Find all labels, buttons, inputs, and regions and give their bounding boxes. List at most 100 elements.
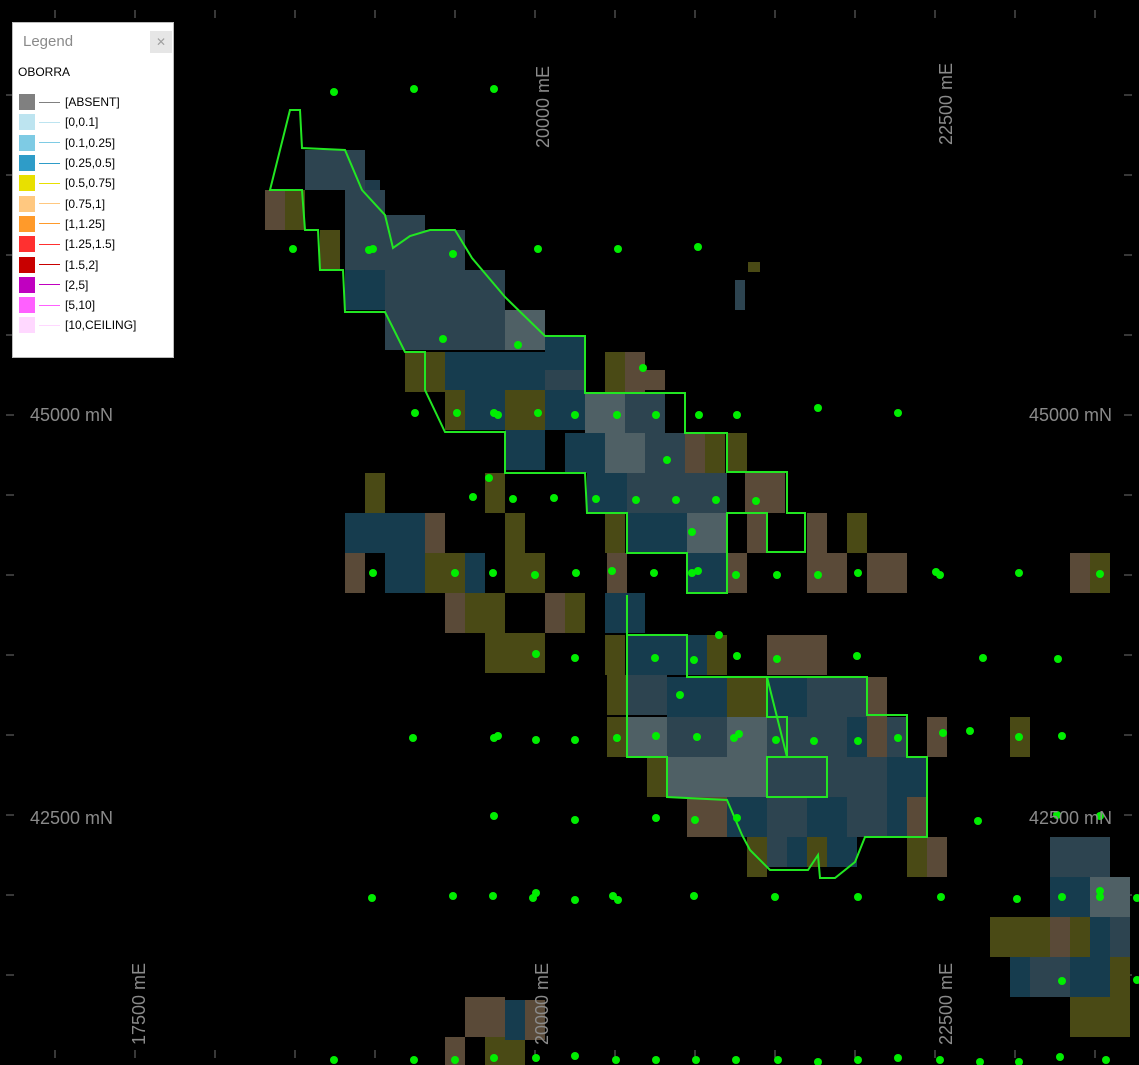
drillhole-collar[interactable] xyxy=(571,1052,579,1060)
drillhole-collar[interactable] xyxy=(490,1054,498,1062)
drillhole-collar[interactable] xyxy=(550,494,558,502)
drillhole-collar[interactable] xyxy=(1096,893,1104,901)
drillhole-collar[interactable] xyxy=(368,894,376,902)
drillhole-collar[interactable] xyxy=(690,892,698,900)
drillhole-collar[interactable] xyxy=(1096,812,1104,820)
drillhole-collar[interactable] xyxy=(688,528,696,536)
drillhole-collar[interactable] xyxy=(514,341,522,349)
drillhole-collar[interactable] xyxy=(854,737,862,745)
drillhole-collar[interactable] xyxy=(614,896,622,904)
drillhole-collar[interactable] xyxy=(632,496,640,504)
drillhole-collar[interactable] xyxy=(814,571,822,579)
drillhole-collar[interactable] xyxy=(1015,569,1023,577)
drillhole-collar[interactable] xyxy=(936,1056,944,1064)
drillhole-collar[interactable] xyxy=(690,656,698,664)
drillhole-collar[interactable] xyxy=(733,814,741,822)
drillhole-collar[interactable] xyxy=(936,571,944,579)
drillhole-collar[interactable] xyxy=(1058,977,1066,985)
drillhole-collar[interactable] xyxy=(612,1056,620,1064)
drillhole-collar[interactable] xyxy=(694,243,702,251)
drillhole-collar[interactable] xyxy=(592,495,600,503)
drillhole-collar[interactable] xyxy=(735,730,743,738)
drillhole-collar[interactable] xyxy=(1015,733,1023,741)
drillhole-collar[interactable] xyxy=(733,652,741,660)
drillhole-collar[interactable] xyxy=(330,1056,338,1064)
drillhole-collar[interactable] xyxy=(289,245,297,253)
drillhole-collar[interactable] xyxy=(894,409,902,417)
drillhole-collar[interactable] xyxy=(854,569,862,577)
drillhole-collar[interactable] xyxy=(614,245,622,253)
drillhole-collar[interactable] xyxy=(532,736,540,744)
drillhole-collar[interactable] xyxy=(732,1056,740,1064)
drillhole-collar[interactable] xyxy=(773,655,781,663)
drillhole-collar[interactable] xyxy=(453,409,461,417)
drillhole-collar[interactable] xyxy=(979,654,987,662)
drillhole-collar[interactable] xyxy=(449,892,457,900)
drillhole-collar[interactable] xyxy=(485,474,493,482)
drillhole-collar[interactable] xyxy=(692,1056,700,1064)
drillhole-collar[interactable] xyxy=(732,571,740,579)
drillhole-collar[interactable] xyxy=(532,1054,540,1062)
drillhole-collar[interactable] xyxy=(693,733,701,741)
drillhole-collar[interactable] xyxy=(534,409,542,417)
drillhole-collar[interactable] xyxy=(1013,895,1021,903)
drillhole-collar[interactable] xyxy=(613,411,621,419)
drillhole-collar[interactable] xyxy=(652,1056,660,1064)
drillhole-collar[interactable] xyxy=(608,567,616,575)
drillhole-collar[interactable] xyxy=(939,729,947,737)
drillhole-collar[interactable] xyxy=(691,816,699,824)
drillhole-collar[interactable] xyxy=(494,732,502,740)
drillhole-collar[interactable] xyxy=(854,1056,862,1064)
drillhole-collar[interactable] xyxy=(695,411,703,419)
drillhole-collar[interactable] xyxy=(490,812,498,820)
drillhole-collar[interactable] xyxy=(712,496,720,504)
drillhole-collar[interactable] xyxy=(752,497,760,505)
drillhole-collar[interactable] xyxy=(774,1056,782,1064)
drillhole-collar[interactable] xyxy=(451,569,459,577)
drillhole-collar[interactable] xyxy=(715,631,723,639)
drillhole-collar[interactable] xyxy=(894,734,902,742)
drillhole-collar[interactable] xyxy=(410,1056,418,1064)
legend-close-button[interactable]: ✕ xyxy=(150,31,172,53)
drillhole-collar[interactable] xyxy=(854,893,862,901)
drillhole-collar[interactable] xyxy=(532,650,540,658)
drillhole-collar[interactable] xyxy=(490,85,498,93)
drillhole-collar[interactable] xyxy=(1096,887,1104,895)
drillhole-collar[interactable] xyxy=(937,893,945,901)
drillhole-collar[interactable] xyxy=(652,814,660,822)
drillhole-collar[interactable] xyxy=(509,495,517,503)
drillhole-collar[interactable] xyxy=(1058,893,1066,901)
drillhole-collar[interactable] xyxy=(976,1058,984,1065)
drillhole-collar[interactable] xyxy=(469,493,477,501)
drillhole-collar[interactable] xyxy=(694,567,702,575)
drillhole-collar[interactable] xyxy=(773,571,781,579)
drillhole-collar[interactable] xyxy=(810,737,818,745)
drillhole-collar[interactable] xyxy=(1015,1058,1023,1065)
drillhole-collar[interactable] xyxy=(650,569,658,577)
drillhole-collar[interactable] xyxy=(772,736,780,744)
drillhole-collar[interactable] xyxy=(330,88,338,96)
drillhole-collar[interactable] xyxy=(652,732,660,740)
drillhole-collar[interactable] xyxy=(411,409,419,417)
drillhole-collar[interactable] xyxy=(409,734,417,742)
drillhole-collar[interactable] xyxy=(853,652,861,660)
drillhole-collar[interactable] xyxy=(639,364,647,372)
drillhole-collar[interactable] xyxy=(571,896,579,904)
drillhole-collar[interactable] xyxy=(672,496,680,504)
drillhole-collar[interactable] xyxy=(1102,1056,1110,1064)
drillhole-collar[interactable] xyxy=(494,411,502,419)
drillhole-collar[interactable] xyxy=(1133,976,1139,984)
drillhole-collar[interactable] xyxy=(894,1054,902,1062)
drillhole-collar[interactable] xyxy=(1133,894,1139,902)
drillhole-collar[interactable] xyxy=(449,250,457,258)
drillhole-collar[interactable] xyxy=(652,411,660,419)
drillhole-collar[interactable] xyxy=(572,569,580,577)
drillhole-collar[interactable] xyxy=(451,1056,459,1064)
drillhole-collar[interactable] xyxy=(489,569,497,577)
drillhole-collar[interactable] xyxy=(663,456,671,464)
drillhole-collar[interactable] xyxy=(1056,1053,1064,1061)
drillhole-collar[interactable] xyxy=(369,245,377,253)
drillhole-collar[interactable] xyxy=(771,893,779,901)
drillhole-collar[interactable] xyxy=(489,892,497,900)
legend-panel[interactable]: Legend ✕ OBORRA [ABSENT] [0,0.1] [0.1,0.25… xyxy=(12,22,174,358)
